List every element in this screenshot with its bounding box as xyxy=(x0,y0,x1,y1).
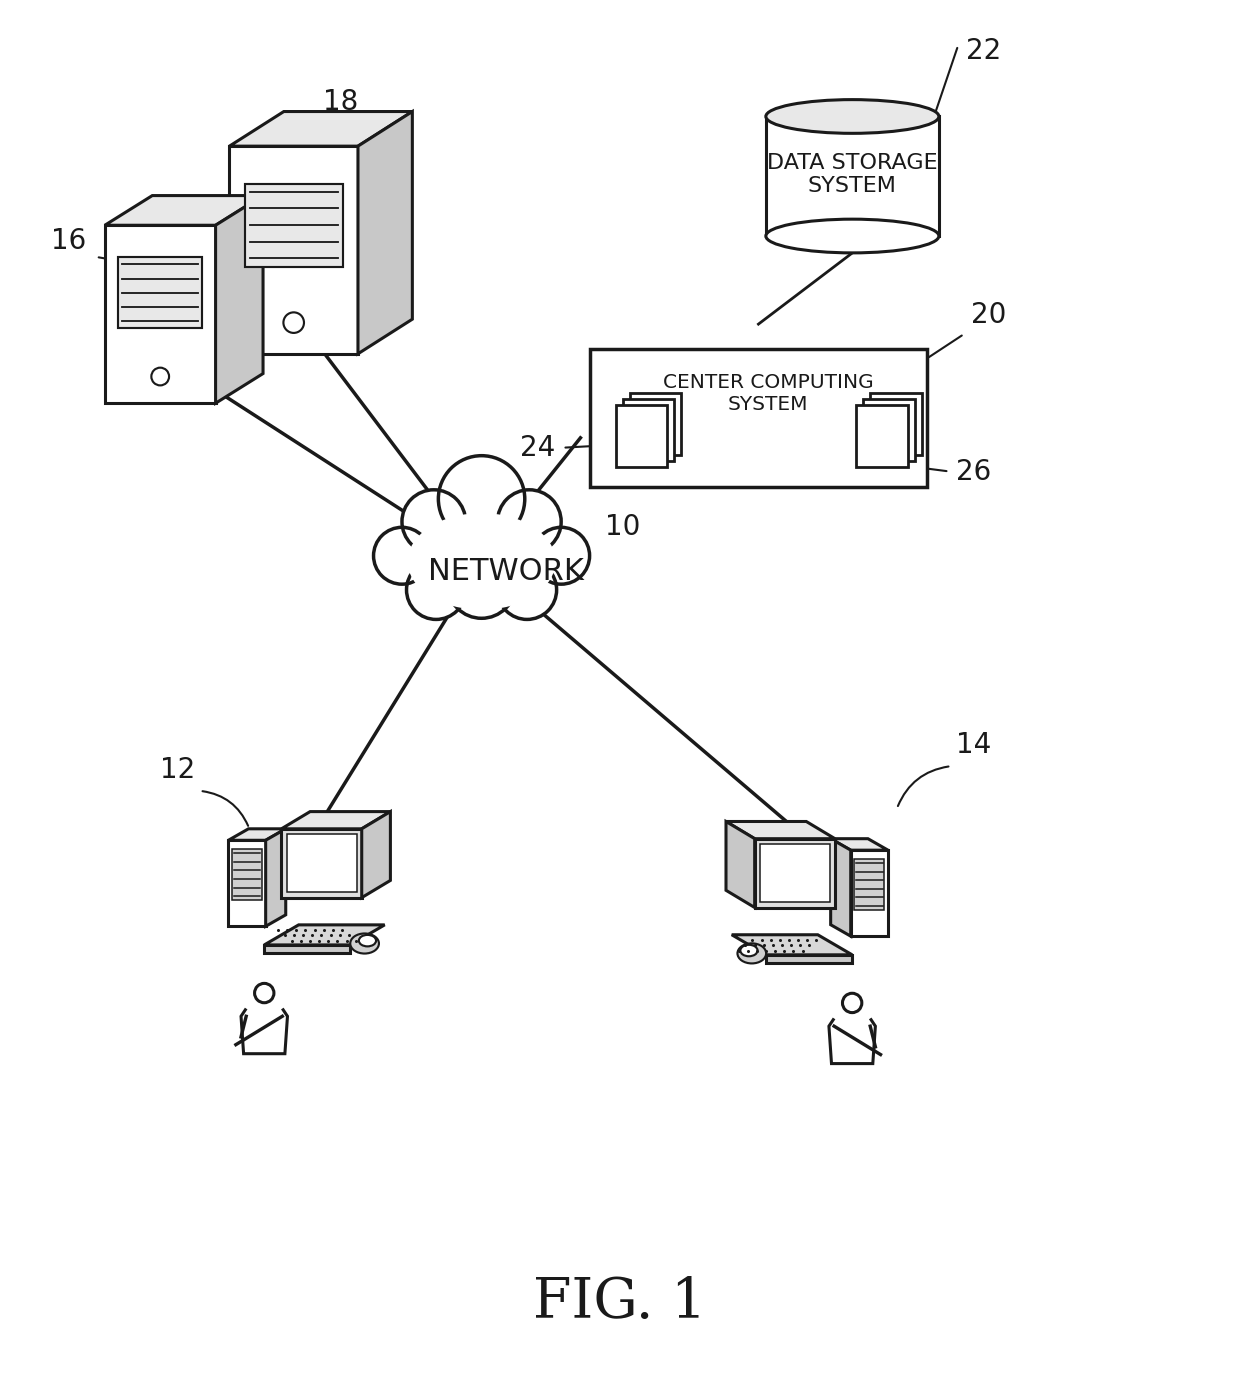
Polygon shape xyxy=(622,399,675,461)
Polygon shape xyxy=(630,394,681,454)
Circle shape xyxy=(533,527,589,585)
Circle shape xyxy=(407,560,466,619)
Polygon shape xyxy=(362,812,391,897)
Text: 12: 12 xyxy=(160,755,196,784)
Text: 18: 18 xyxy=(324,88,358,117)
Text: NETWORK: NETWORK xyxy=(428,557,584,586)
Ellipse shape xyxy=(740,945,758,956)
Ellipse shape xyxy=(247,1000,283,1017)
Polygon shape xyxy=(863,399,915,461)
Polygon shape xyxy=(286,834,357,893)
Polygon shape xyxy=(616,405,667,466)
Text: CENTER COMPUTING
SYSTEM: CENTER COMPUTING SYSTEM xyxy=(663,373,874,414)
Polygon shape xyxy=(358,111,413,354)
Circle shape xyxy=(284,312,304,333)
Text: 26: 26 xyxy=(956,458,992,487)
Polygon shape xyxy=(216,195,263,403)
Text: 20: 20 xyxy=(971,301,1007,329)
Polygon shape xyxy=(241,1009,288,1054)
Circle shape xyxy=(497,560,557,619)
Ellipse shape xyxy=(408,513,556,610)
Polygon shape xyxy=(725,821,835,839)
Polygon shape xyxy=(851,850,888,936)
Polygon shape xyxy=(105,226,216,403)
Circle shape xyxy=(497,490,562,553)
Polygon shape xyxy=(760,843,830,903)
Text: 24: 24 xyxy=(521,433,556,462)
Polygon shape xyxy=(828,1018,875,1064)
Polygon shape xyxy=(831,839,851,936)
Ellipse shape xyxy=(738,944,766,963)
Polygon shape xyxy=(766,117,939,237)
Circle shape xyxy=(439,455,525,542)
Circle shape xyxy=(448,550,516,618)
Polygon shape xyxy=(755,839,835,908)
Polygon shape xyxy=(281,828,362,897)
Circle shape xyxy=(373,527,430,585)
Polygon shape xyxy=(228,828,285,841)
Circle shape xyxy=(842,993,862,1013)
Text: FIG. 1: FIG. 1 xyxy=(533,1276,707,1331)
Polygon shape xyxy=(228,841,265,926)
Circle shape xyxy=(151,367,169,385)
Polygon shape xyxy=(281,812,391,828)
Ellipse shape xyxy=(766,219,939,253)
Polygon shape xyxy=(857,405,908,466)
Circle shape xyxy=(254,984,274,1003)
Polygon shape xyxy=(264,925,384,945)
Text: 10: 10 xyxy=(605,513,641,541)
Circle shape xyxy=(402,490,466,553)
Polygon shape xyxy=(105,195,263,226)
Text: 16: 16 xyxy=(51,227,87,255)
Text: 14: 14 xyxy=(956,731,992,760)
Polygon shape xyxy=(590,350,926,487)
Polygon shape xyxy=(118,257,202,329)
Polygon shape xyxy=(831,839,888,850)
Ellipse shape xyxy=(358,934,376,947)
Polygon shape xyxy=(264,945,350,952)
Text: 22: 22 xyxy=(966,37,1002,66)
Polygon shape xyxy=(732,934,852,955)
Polygon shape xyxy=(854,859,884,911)
Polygon shape xyxy=(229,146,358,354)
Polygon shape xyxy=(870,394,921,454)
Polygon shape xyxy=(232,849,262,900)
Ellipse shape xyxy=(350,933,379,954)
Polygon shape xyxy=(766,955,852,963)
Polygon shape xyxy=(265,828,285,926)
Polygon shape xyxy=(229,111,413,146)
Text: DATA STORAGE
SYSTEM: DATA STORAGE SYSTEM xyxy=(768,153,937,197)
Ellipse shape xyxy=(766,99,939,133)
Polygon shape xyxy=(244,183,342,267)
Polygon shape xyxy=(725,821,755,908)
Ellipse shape xyxy=(835,1011,870,1026)
